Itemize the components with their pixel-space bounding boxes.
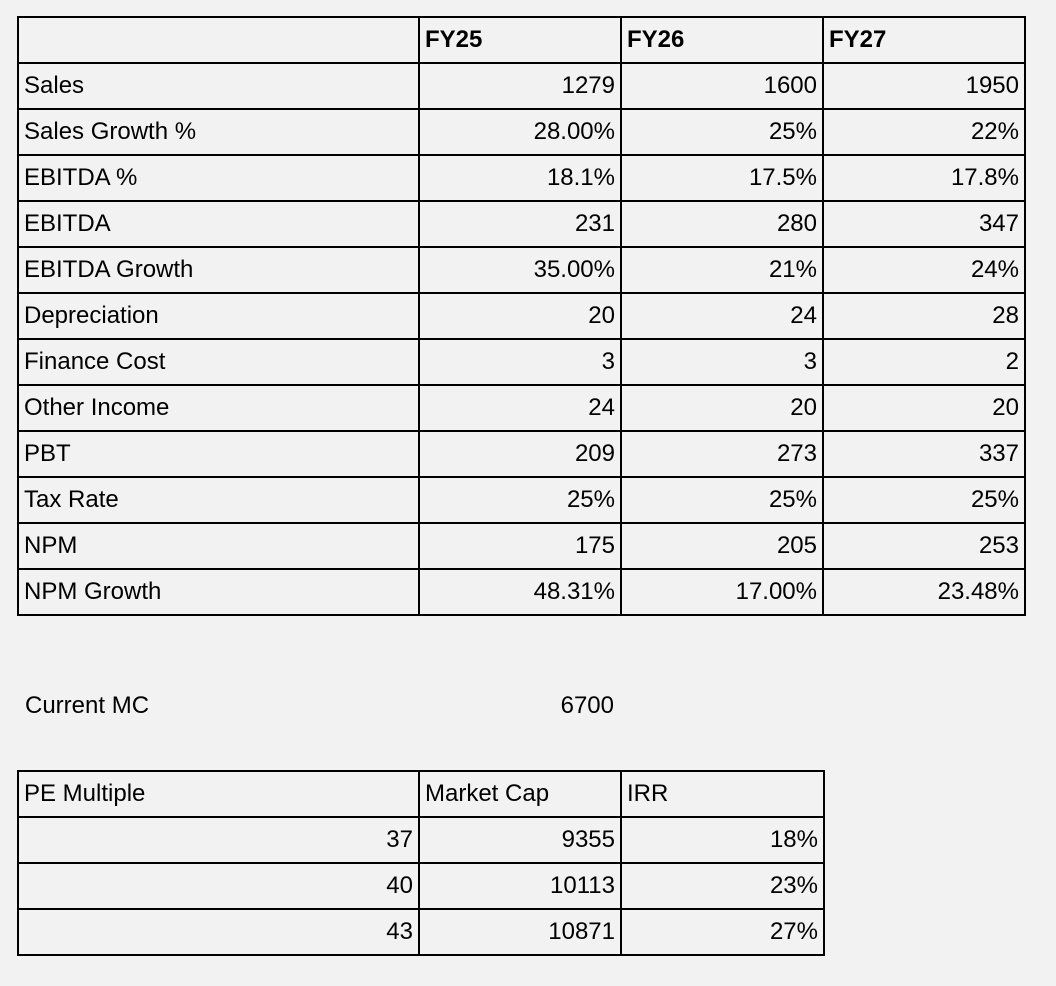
value-cell[interactable]: 20 — [822, 384, 1026, 432]
header-cell[interactable]: FY26 — [620, 16, 824, 64]
value-cell[interactable]: 24 — [418, 384, 622, 432]
value-cell[interactable]: 17.00% — [620, 568, 824, 616]
table-row: Depreciation 20 24 28 — [17, 292, 1026, 340]
header-cell[interactable]: PE Multiple — [17, 770, 420, 818]
header-cell[interactable]: FY27 — [822, 16, 1026, 64]
row-label-cell[interactable]: NPM — [17, 522, 420, 570]
value-cell[interactable]: 280 — [620, 200, 824, 248]
table-row: NPM 175 205 253 — [17, 522, 1026, 570]
projection-table: FY25 FY26 FY27 Sales 1279 1600 1950 Sales Growt… — [17, 16, 1026, 616]
row-label-cell[interactable]: EBITDA — [17, 200, 420, 248]
value-cell[interactable]: 1950 — [822, 62, 1026, 110]
header-row: FY25 FY26 FY27 — [17, 16, 1026, 64]
table-row: EBITDA % 18.1% 17.5% 17.8% — [17, 154, 1026, 202]
current-mc-label: Current MC — [25, 692, 150, 719]
value-cell[interactable]: 20 — [418, 292, 622, 340]
value-cell[interactable]: 28.00% — [418, 108, 622, 156]
value-cell[interactable]: 347 — [822, 200, 1026, 248]
header-cell[interactable]: Market Cap — [418, 770, 622, 818]
table-row: Sales 1279 1600 1950 — [17, 62, 1026, 110]
value-cell[interactable]: 3 — [620, 338, 824, 386]
header-cell[interactable]: IRR — [620, 770, 825, 818]
row-label-cell[interactable]: Tax Rate — [17, 476, 420, 524]
value-cell[interactable]: 22% — [822, 108, 1026, 156]
table-row: EBITDA Growth 35.00% 21% 24% — [17, 246, 1026, 294]
value-cell[interactable]: 3 — [418, 338, 622, 386]
value-cell[interactable]: 28 — [822, 292, 1026, 340]
value-cell[interactable]: 48.31% — [418, 568, 622, 616]
value-cell[interactable]: 35.00% — [418, 246, 622, 294]
valuation-table: PE Multiple Market Cap IRR 37 9355 18% 40 10113… — [17, 770, 825, 956]
value-cell[interactable]: 20 — [620, 384, 824, 432]
value-cell[interactable]: 175 — [418, 522, 622, 570]
table-row: Finance Cost 3 3 2 — [17, 338, 1026, 386]
row-label-cell[interactable]: EBITDA Growth — [17, 246, 420, 294]
table-row: 37 9355 18% — [17, 816, 825, 864]
value-cell[interactable]: 23.48% — [822, 568, 1026, 616]
row-label-cell[interactable]: Sales — [17, 62, 420, 110]
value-cell[interactable]: 10871 — [418, 908, 622, 956]
value-cell[interactable]: 18% — [620, 816, 825, 864]
value-cell[interactable]: 25% — [620, 476, 824, 524]
row-label-cell[interactable]: PBT — [17, 430, 420, 478]
value-cell[interactable]: 10113 — [418, 862, 622, 910]
row-label-cell[interactable]: Depreciation — [17, 292, 420, 340]
value-cell[interactable]: 2 — [822, 338, 1026, 386]
value-cell[interactable]: 253 — [822, 522, 1026, 570]
value-cell[interactable]: 1279 — [418, 62, 622, 110]
value-cell[interactable]: 24% — [822, 246, 1026, 294]
current-mc-value: 6700 — [560, 692, 614, 719]
value-cell[interactable]: 9355 — [418, 816, 622, 864]
value-cell[interactable]: 24 — [620, 292, 824, 340]
value-cell[interactable]: 37 — [17, 816, 420, 864]
row-label-cell[interactable]: NPM Growth — [17, 568, 420, 616]
value-cell[interactable]: 273 — [620, 430, 824, 478]
table-row: Tax Rate 25% 25% 25% — [17, 476, 1026, 524]
value-cell[interactable]: 1600 — [620, 62, 824, 110]
table-row: EBITDA 231 280 347 — [17, 200, 1026, 248]
table-row: PBT 209 273 337 — [17, 430, 1026, 478]
table-row: Sales Growth % 28.00% 25% 22% — [17, 108, 1026, 156]
row-label-cell[interactable]: Finance Cost — [17, 338, 420, 386]
value-cell[interactable]: 23% — [620, 862, 825, 910]
value-cell[interactable]: 17.5% — [620, 154, 824, 202]
value-cell[interactable]: 337 — [822, 430, 1026, 478]
value-cell[interactable]: 27% — [620, 908, 825, 956]
value-cell[interactable]: 25% — [620, 108, 824, 156]
row-label-cell[interactable]: Other Income — [17, 384, 420, 432]
header-cell[interactable] — [17, 16, 420, 64]
table-row: 40 10113 23% — [17, 862, 825, 910]
value-cell[interactable]: 17.8% — [822, 154, 1026, 202]
value-cell[interactable]: 25% — [418, 476, 622, 524]
table-row: Other Income 24 20 20 — [17, 384, 1026, 432]
value-cell[interactable]: 205 — [620, 522, 824, 570]
value-cell[interactable]: 209 — [418, 430, 622, 478]
table-row: NPM Growth 48.31% 17.00% 23.48% — [17, 568, 1026, 616]
value-cell[interactable]: 18.1% — [418, 154, 622, 202]
value-cell[interactable]: 43 — [17, 908, 420, 956]
value-cell[interactable]: 21% — [620, 246, 824, 294]
row-label-cell[interactable]: Sales Growth % — [17, 108, 420, 156]
value-cell[interactable]: 231 — [418, 200, 622, 248]
row-label-cell[interactable]: EBITDA % — [17, 154, 420, 202]
value-cell[interactable]: 40 — [17, 862, 420, 910]
header-cell[interactable]: FY25 — [418, 16, 622, 64]
table-row: 43 10871 27% — [17, 908, 825, 956]
value-cell[interactable]: 25% — [822, 476, 1026, 524]
header-row: PE Multiple Market Cap IRR — [17, 770, 825, 818]
